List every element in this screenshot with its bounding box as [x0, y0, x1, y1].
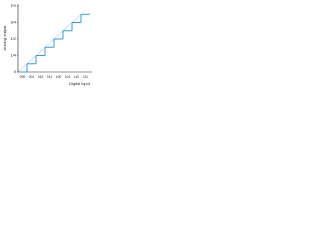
x-tick-label: 000: [20, 75, 26, 79]
x-tick-label: 111: [83, 75, 88, 79]
ideal-line: [17, 14, 82, 73]
y-tick-label: 3/4: [10, 20, 16, 25]
y-axis-title: Analog output: [2, 25, 7, 51]
chart: Digital input Analog output 0 1/4 1/2 3/4 FS…: [2, 3, 92, 86]
x-tick-label: 010: [38, 75, 44, 79]
x-tick-label: 101: [65, 75, 71, 79]
x-tick-label: 110: [74, 75, 79, 79]
y-tick-label: FS: [11, 3, 16, 8]
y-tick-label: 1/4: [10, 53, 16, 58]
y-tick-label: 0: [14, 69, 17, 74]
x-tick-label: 100: [56, 75, 62, 79]
x-tick-label: 011: [47, 75, 52, 79]
x-tick-label: 001: [29, 75, 35, 79]
x-axis-title: Digital input: [69, 81, 91, 86]
y-tick-label: 1/2: [10, 36, 16, 41]
